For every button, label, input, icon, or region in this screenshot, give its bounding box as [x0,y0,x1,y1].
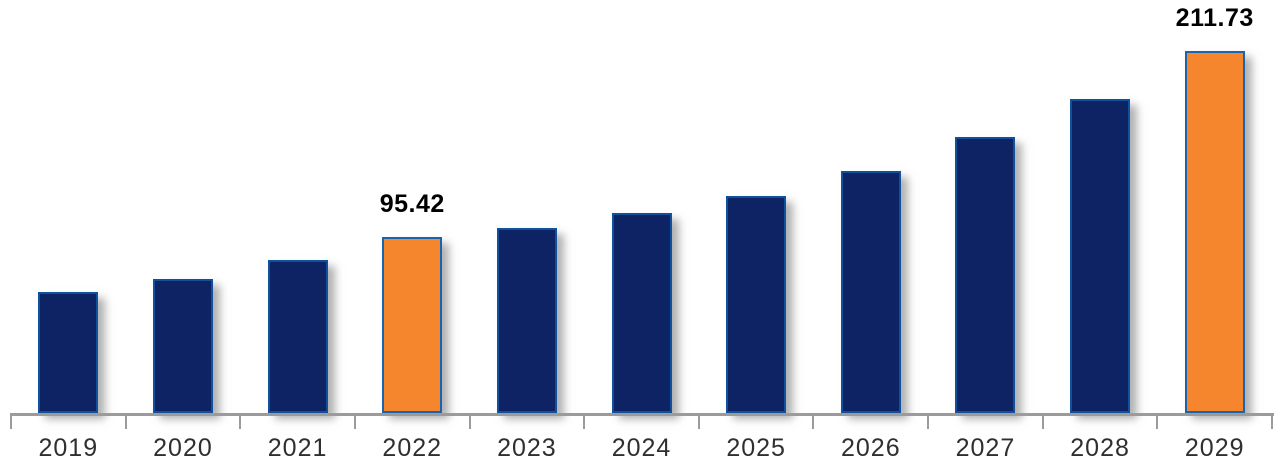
bar-value-label-2029: 211.73 [1175,3,1254,32]
plot-area: 95.42 211.73 [11,0,1272,413]
x-axis-label-2027: 2027 [955,434,1016,462]
bar-2020 [152,279,213,413]
axis-tick [812,413,815,429]
bar-cell-2023 [470,0,585,413]
bar-2026 [840,171,901,413]
axis-tick [1271,413,1273,429]
bar-2021 [267,260,328,413]
x-axis-label-2022: 2022 [382,434,443,462]
bar-cell-2022: 95.42 [355,0,470,413]
bars-row: 95.42 211.73 [11,0,1272,413]
x-axis-label-2025: 2025 [726,434,786,462]
axis-tick [10,413,12,429]
x-axis-line [11,413,1274,416]
x-axis-label-2029: 2029 [1184,434,1245,462]
bar-2022 [382,237,443,413]
bar-2027 [955,137,1016,413]
axis-tick [239,413,242,429]
x-axis-label-2023: 2023 [497,434,557,462]
bar-cell-2019 [11,0,126,413]
bar-cell-2028 [1043,0,1158,413]
axis-tick [1156,413,1159,429]
bar-value-label-2022: 95.42 [379,189,445,218]
bar-2023 [496,228,557,413]
axis-tick [124,413,127,429]
axis-tick [468,413,471,429]
x-axis-label-2019: 2019 [38,434,99,462]
axis-tick [353,413,356,429]
bar-2019 [38,292,99,413]
axis-tick [697,413,700,429]
bar-cell-2026 [813,0,928,413]
bar-2025 [726,196,787,413]
axis-tick [1041,413,1044,429]
bar-cell-2020 [126,0,241,413]
bar-cell-2025 [699,0,814,413]
axis-tick [927,413,930,429]
bar-2028 [1070,99,1131,413]
x-axis-label-2024: 2024 [611,434,672,462]
bar-cell-2029: 211.73 [1157,0,1272,413]
bar-cell-2021 [240,0,355,413]
bar-2024 [611,213,672,413]
axis-tick [583,413,586,429]
x-axis-label-2020: 2020 [153,434,213,462]
x-axis-ticks [10,413,1273,429]
x-axis-label-2026: 2026 [840,434,901,462]
bar-2029 [1184,51,1245,413]
bar-cell-2027 [928,0,1043,413]
x-axis-label-2028: 2028 [1070,434,1130,462]
x-axis-labels: 2019 2020 2021 2022 2023 2024 2025 2026 2027 2028… [11,432,1272,464]
bar-cell-2024 [584,0,699,413]
x-axis-label-2021: 2021 [267,434,328,462]
